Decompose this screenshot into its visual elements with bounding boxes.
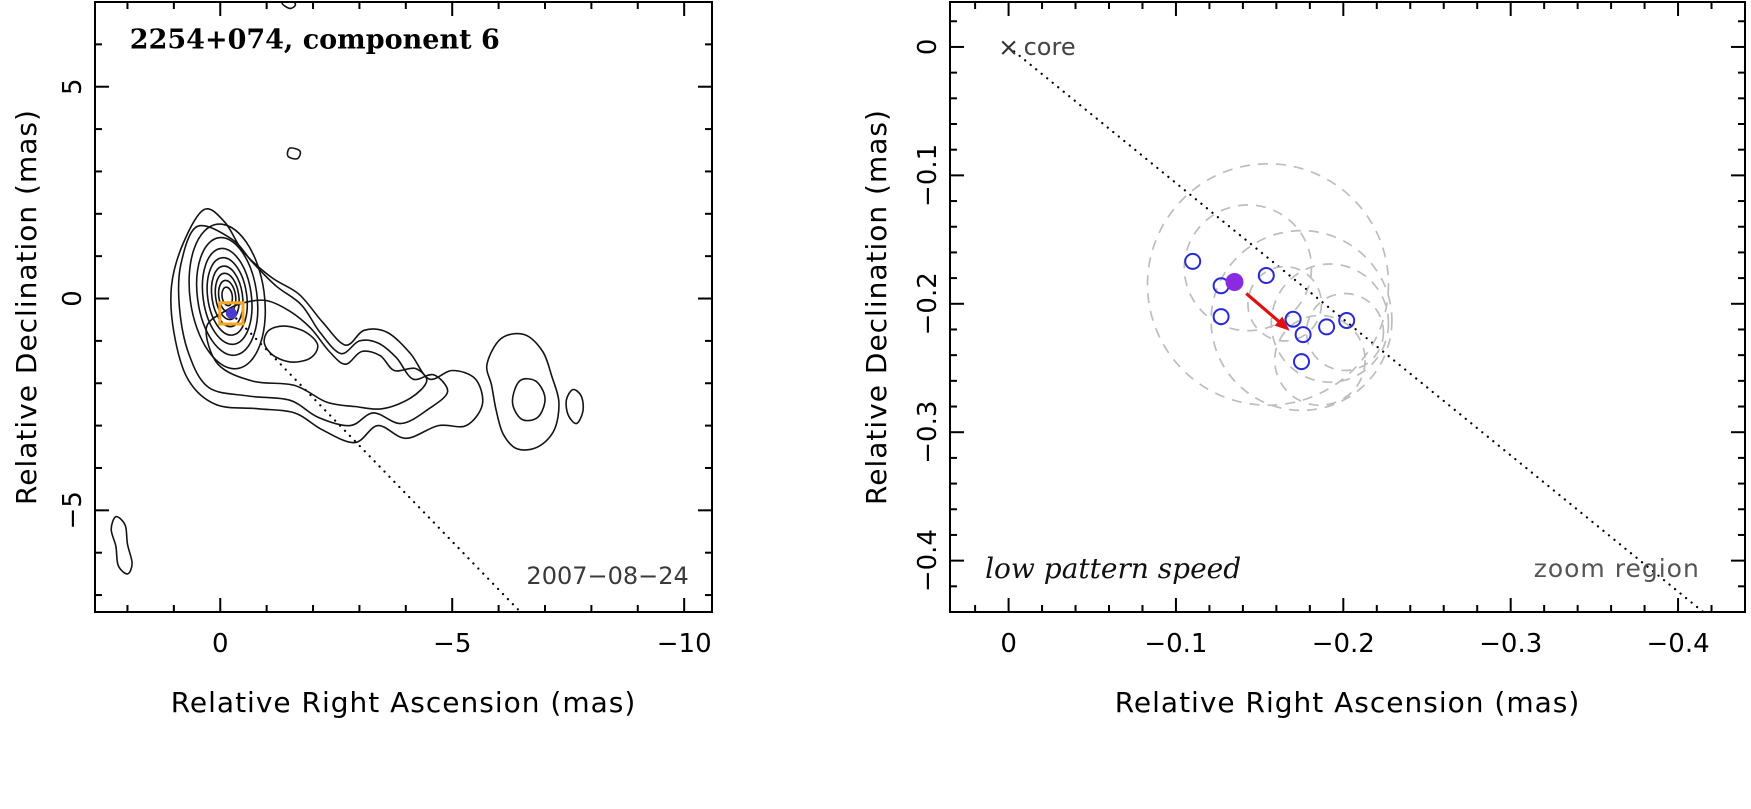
contour-west-lobe-inner <box>511 377 546 422</box>
vlbi-contour-map: 2254+074, component 6 2007−08−24 0 −5 −10 5 0 −… <box>58 1 713 659</box>
left-yaxis-title: Relative Declination (mas) <box>10 109 43 505</box>
epoch-point <box>1184 252 1202 270</box>
y-tick-label: −0.2 <box>913 272 943 335</box>
y-tick-label: −0.1 <box>913 144 943 207</box>
epoch-date-label: 2007−08−24 <box>526 562 688 590</box>
x-tick-label: −0.2 <box>1312 629 1375 659</box>
contour-east-isolated <box>565 388 585 425</box>
epoch-point <box>1293 353 1310 371</box>
core-contour-level <box>210 265 244 328</box>
epoch-point <box>1257 267 1275 284</box>
velocity-arrow-head <box>1274 316 1290 331</box>
beam-circle <box>1247 265 1323 342</box>
y-tick-label: −0.4 <box>913 529 943 592</box>
contour-west-lobe-outer <box>485 332 560 451</box>
tick-labels: 0 −5 −10 5 0 −5 <box>58 78 712 659</box>
plot-frame <box>94 1 713 613</box>
core-contour-level <box>201 247 253 346</box>
beam-circle <box>1210 229 1393 412</box>
axis-ticks <box>95 1 712 612</box>
jet-ridge-dotted-line <box>1007 45 1705 612</box>
x-tick-label: −0.4 <box>1647 629 1710 659</box>
component-marker-dot <box>225 307 237 319</box>
contour-jet-inner <box>205 299 428 410</box>
x-tick-label: −10 <box>657 629 712 659</box>
left-xaxis-title: Relative Right Ascension (mas) <box>170 686 637 719</box>
right-xaxis-title: Relative Right Ascension (mas) <box>1114 686 1581 719</box>
contour-north-squiggle <box>286 147 302 160</box>
y-tick-label: 0 <box>913 39 943 56</box>
y-tick-label: −0.3 <box>913 401 943 464</box>
tick-labels: 0 −0.1 −0.2 −0.3 −0.4 0 −0.1 −0.2 −0.3 −0.4 <box>913 39 1710 659</box>
core-marker-x: × <box>998 32 1019 61</box>
beam-circle <box>1146 162 1390 407</box>
beam-circle <box>1270 263 1390 384</box>
x-tick-label: −5 <box>433 629 471 659</box>
y-tick-label: 5 <box>58 78 88 95</box>
epoch-point <box>1338 312 1356 329</box>
axis-ticks <box>950 2 1746 613</box>
contour-south-west-blob <box>110 515 133 575</box>
beam-circle <box>1305 292 1385 372</box>
panel-title: 2254+074, component 6 <box>130 25 500 56</box>
x-tick-label: 0 <box>1000 629 1017 659</box>
beam-circle <box>1273 314 1366 407</box>
zoom-region-label: zoom region <box>1534 554 1700 583</box>
vlbi-contour-map-content <box>110 2 585 612</box>
x-tick-label: −0.1 <box>1144 629 1207 659</box>
core-contour-level <box>195 236 259 357</box>
contour-second-envelope <box>177 224 449 427</box>
right-yaxis-title: Relative Declination (mas) <box>860 109 893 505</box>
contour-top-edge-fragment <box>281 2 297 10</box>
core-label: core <box>1024 33 1076 61</box>
jet-ridge-dotted-line <box>230 312 522 612</box>
x-tick-label: −0.3 <box>1479 629 1542 659</box>
epoch-point <box>1284 310 1302 328</box>
component-marker-square <box>218 301 245 326</box>
core-contour-level <box>214 272 240 321</box>
contour-knot <box>263 325 319 363</box>
velocity-arrow-shaft <box>1245 292 1285 327</box>
epoch-point <box>1212 308 1230 326</box>
y-tick-label: −5 <box>58 491 88 529</box>
beam-circles <box>1146 162 1393 412</box>
epoch-point <box>1294 326 1312 344</box>
plot-frame <box>949 1 1746 613</box>
zoom-region-scatter-content <box>1007 45 1705 612</box>
y-tick-label: 0 <box>58 290 88 307</box>
contours <box>110 2 585 575</box>
zoom-region-scatter: × core low pattern speed zoom region 0 −0.1 −0… <box>913 1 1746 659</box>
contour-outer-envelope <box>170 208 484 444</box>
x-tick-label: 0 <box>212 629 229 659</box>
epoch-point <box>1318 318 1336 336</box>
core-contour-level <box>206 256 249 336</box>
mean-position-point <box>1225 273 1244 291</box>
core-contour-level <box>221 286 234 307</box>
core-contour-level <box>188 223 267 370</box>
pattern-speed-label: low pattern speed <box>985 552 1241 585</box>
